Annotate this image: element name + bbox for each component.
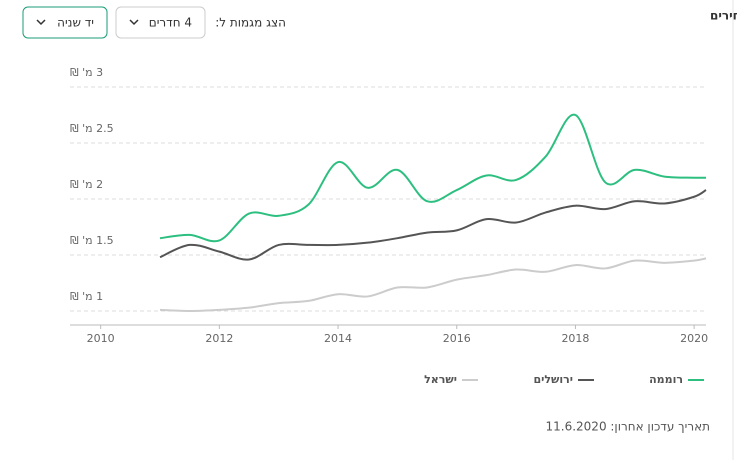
chevron bbox=[129, 19, 139, 26]
last-updated: תאריך עדכון אחרון: 11.6.2020 bbox=[546, 420, 711, 434]
y-tick-label: 2 מ' ₪ bbox=[70, 178, 103, 191]
x-tick-label: 2010 bbox=[87, 332, 115, 345]
x-tick-label: 2014 bbox=[324, 332, 352, 345]
legend-label: ישראל bbox=[424, 373, 457, 386]
legend-label: ירושלים bbox=[533, 373, 573, 386]
filter-label: הצג מגמות ל: bbox=[215, 16, 286, 30]
dropdown-text: 4 חדרים bbox=[149, 16, 192, 30]
title: מגמות מחירים bbox=[710, 9, 737, 23]
rooms-dropdown[interactable]: 4 חדרים bbox=[115, 6, 206, 39]
series-line bbox=[159, 257, 707, 313]
y-tick-label: 2.5 מ' ₪ bbox=[70, 122, 114, 135]
dropdown-text: יד שניה bbox=[57, 16, 94, 30]
y-tick-label: 1 מ' ₪ bbox=[70, 290, 103, 303]
series-line bbox=[159, 189, 707, 261]
series-line bbox=[159, 113, 707, 243]
x-tick-label: 2012 bbox=[205, 332, 233, 345]
condition-dropdown[interactable]: יד שניה bbox=[22, 6, 108, 39]
x-tick-label: 2020 bbox=[680, 332, 708, 345]
chevron bbox=[36, 19, 46, 26]
x-tick-label: 2018 bbox=[561, 332, 589, 345]
y-tick-label: 3 מ' ₪ bbox=[70, 66, 103, 79]
dropdown-box bbox=[22, 6, 108, 39]
dropdown-box bbox=[115, 6, 206, 39]
x-tick-label: 2016 bbox=[443, 332, 471, 345]
y-tick-label: 1.5 מ' ₪ bbox=[70, 234, 114, 247]
legend-label: רוממה bbox=[649, 373, 683, 386]
